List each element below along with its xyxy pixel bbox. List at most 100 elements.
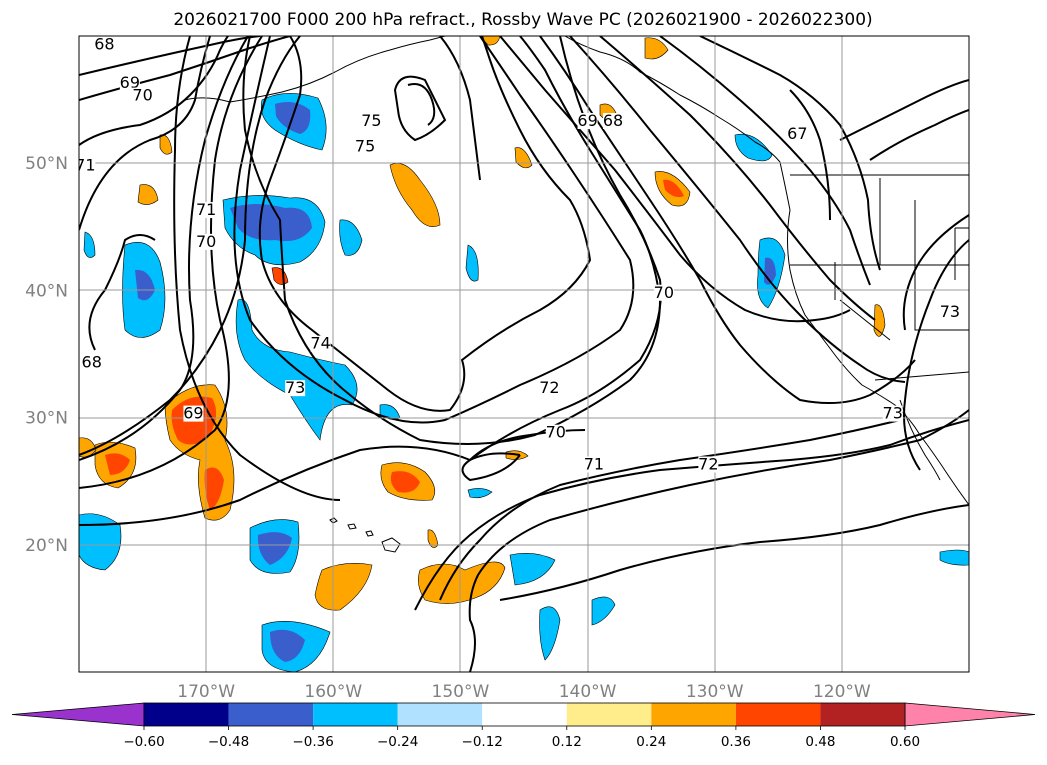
colorbar-tick-label: −0.12 <box>462 734 503 750</box>
positive-anomaly-blob <box>137 184 159 205</box>
colorbar-outline <box>143 702 906 727</box>
negative-anomaly-blob <box>261 621 331 672</box>
contour-label-bg <box>787 125 808 142</box>
contour-label: 72 <box>698 454 718 473</box>
colorbar-tick-label: −0.60 <box>123 734 164 750</box>
contour-label-bg <box>355 138 376 155</box>
contour-label: 69 <box>577 111 597 130</box>
contour-label: 70 <box>654 283 674 302</box>
positive-anomaly-blob <box>159 134 173 155</box>
colorbar-segment <box>735 703 821 726</box>
gridlines <box>79 36 969 672</box>
contour-label: 75 <box>355 136 375 155</box>
negative-anomaly-blob <box>467 488 493 499</box>
contour-label: 68 <box>82 353 102 372</box>
contour-label-bg <box>132 87 153 104</box>
positive-anomaly-blob <box>389 163 441 227</box>
contour-label: 71 <box>584 454 604 473</box>
contour-label-bg <box>653 284 674 301</box>
contour-label: 71 <box>75 156 95 175</box>
negative-anomaly-blob <box>339 219 363 256</box>
y-tick-label: 50°N <box>25 154 68 174</box>
colorbar-tick-label: 0.60 <box>890 734 920 750</box>
positive-anomaly-blob <box>314 563 373 611</box>
contour-label: 70 <box>546 423 566 442</box>
contour-label-bg <box>361 113 382 130</box>
contour-label-bg <box>539 380 560 397</box>
colorbar-segment <box>651 703 736 726</box>
negative-anomaly-blob <box>222 195 326 266</box>
colorbar-tick-label: −0.36 <box>292 734 333 750</box>
positive-anomaly-blob <box>94 441 137 489</box>
negative-anomaly-blob <box>83 231 96 258</box>
colorbar-segment <box>228 703 314 726</box>
contour-label: 74 <box>310 334 330 353</box>
contour-label: 68 <box>603 111 623 130</box>
contour-label-bg <box>310 335 331 352</box>
x-tick-label: 120°W <box>813 682 871 702</box>
contour-label-bg <box>939 303 960 320</box>
chart-title: 2026021700 F000 200 hPa refract., Rossby… <box>173 10 872 30</box>
contour-label: 73 <box>940 302 960 321</box>
x-tick-label: 150°W <box>432 682 490 702</box>
colorbar: −0.60 −0.48 −0.36 −0.24 −0.12 0.12 0.24 0.36 0.4… <box>11 702 1036 750</box>
coastlines <box>184 36 969 553</box>
contour-label-bg <box>119 74 140 91</box>
colorbar-segment <box>144 703 229 726</box>
contour-label: 70 <box>132 86 152 105</box>
negative-anomaly-blob <box>734 133 773 162</box>
x-tick-label: 140°W <box>559 682 617 702</box>
contour-label-bg <box>285 380 306 397</box>
contour-label: 69 <box>120 73 140 92</box>
contour-label: 69 <box>183 404 203 423</box>
colorbar-segment <box>820 703 905 726</box>
contour-label-bg <box>577 113 598 130</box>
axis-ticks: 170°W 160°W 150°W 140°W 130°W 120°W 20°N 30°N 40… <box>25 154 871 702</box>
x-tick-label: 170°W <box>177 682 235 702</box>
contour-label-bg <box>94 36 115 53</box>
contour-label-bg <box>81 354 102 371</box>
contour-label: 73 <box>285 378 305 397</box>
colorbar-tick-label: 0.12 <box>552 734 582 750</box>
contour-label: 67 <box>787 124 807 143</box>
contour-label: 68 <box>94 35 114 54</box>
negative-anomaly-blob <box>539 606 561 661</box>
colorbar-tick-label: −0.48 <box>208 734 249 750</box>
negative-anomaly-blob <box>509 553 556 586</box>
contour-label-bg <box>79 157 96 174</box>
colorbar-tick-label: −0.24 <box>377 734 418 750</box>
negative-anomaly-blob <box>249 519 300 574</box>
colorbar-extend-low <box>11 702 145 727</box>
contour-label-bg <box>183 405 204 422</box>
contour-label: 72 <box>539 378 559 397</box>
positive-anomaly-blob <box>79 437 97 458</box>
contour-label-bg <box>196 202 217 219</box>
contour-label-bg <box>196 233 217 250</box>
contour-label-bg <box>545 424 566 441</box>
colorbar-segment <box>566 703 652 726</box>
negative-anomaly-blob <box>465 244 479 282</box>
colorbar-tick-label: 0.24 <box>636 734 666 750</box>
positive-anomaly-blob <box>654 171 691 207</box>
x-tick-label: 160°W <box>304 682 362 702</box>
contour-label: 70 <box>196 232 216 251</box>
contour-label: 75 <box>361 111 381 130</box>
contour-label-bg <box>882 405 903 422</box>
negative-anomaly-blob <box>79 513 122 571</box>
contour-label-bg <box>698 456 719 473</box>
y-tick-label: 20°N <box>25 536 68 556</box>
x-tick-label: 130°W <box>686 682 744 702</box>
colorbar-segment <box>397 703 483 726</box>
negative-anomaly-blob <box>591 596 616 626</box>
refractivity-contours <box>79 36 969 672</box>
colorbar-segment <box>313 703 398 726</box>
y-tick-label: 30°N <box>25 409 68 429</box>
colorbar-tick-label: 0.48 <box>805 734 835 750</box>
y-tick-label: 40°N <box>25 281 68 301</box>
contour-label-bg <box>583 456 604 473</box>
positive-anomaly-blob <box>644 37 669 60</box>
contour-label: 71 <box>196 200 216 219</box>
positive-anomaly-blob <box>380 462 436 501</box>
colorbar-tick-label: 0.36 <box>721 734 751 750</box>
